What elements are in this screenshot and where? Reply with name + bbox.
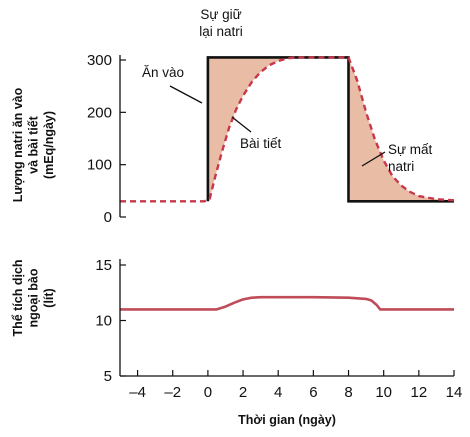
annotation-loss-line: Sự mất [388,142,433,157]
y-tick-label: 10 [95,313,112,330]
x-tick-label: 6 [309,384,317,401]
x-tick-label: 4 [274,384,282,401]
y-axis-title-line: (lít) [42,288,56,307]
chart-top-sodium: 0 100 200 300 Lượng natri ăn vào và bài tiết… [11,7,455,226]
sodium-loss-area [348,57,454,202]
annotation-retention-line: lại natri [199,24,243,39]
x-tick-label: 14 [446,384,463,401]
annotation-excretion: Bài tiết [240,136,282,151]
annotation-loss-line: natri [388,159,414,174]
annotation-retention-line: Sự giữ [200,7,241,22]
axes-group: 5 10 15 –4 –2 0 2 4 6 8 10 12 14 [95,257,462,401]
annotation-intake: Ăn vào [142,65,184,80]
x-tick-label: –4 [129,384,146,401]
y-tick-label: 0 [104,209,112,226]
y-axis-title-line: Lượng natri ăn vào [11,87,25,202]
shaded-area-group [207,57,454,202]
y-tick-label: 5 [104,368,112,385]
series-group [120,295,454,311]
y-axis-title-text: Thể tích dịch ngoại bào (lít) [11,259,56,336]
x-tick-label: 8 [344,384,352,401]
y-axis-title-line: Thể tích dịch [11,259,25,336]
annotation-intake-line: Ăn vào [142,65,184,80]
ecv-line [120,295,454,311]
y-axis-title-text: Lượng natri ăn vào và bài tiết (mEq/ngày) [11,87,56,202]
y-axis-title: Lượng natri ăn vào và bài tiết (mEq/ngày) [11,87,56,202]
annotation-intake-pointer [169,85,203,104]
y-axis-title-line: ngoại bào [27,268,41,327]
axes-group: 0 100 200 300 [87,52,126,226]
y-tick-label: 15 [95,257,112,274]
annotation-loss-pointer [361,151,386,167]
y-axis-title: Thể tích dịch ngoại bào (lít) [11,259,56,336]
annotation-excretion-pointer [231,116,252,133]
annotation-excretion-line: Bài tiết [240,136,282,151]
x-axis-title: Thời gian (ngày) [238,413,336,427]
excretion-line [120,56,455,203]
x-tick-label: 12 [410,384,427,401]
series-group [120,56,455,203]
y-axis-title-line: và bài tiết [27,115,41,173]
annotations-group: Sự giữ lại natri Ăn vào Bài tiết Sự mất natri [142,7,433,174]
annotation-loss: Sự mất natri [388,142,433,174]
chart-bottom-ecv: 5 10 15 –4 –2 0 2 4 6 8 10 12 14 Thể tích dịch ngoại … [11,257,462,427]
x-tick-label: 2 [239,384,247,401]
y-tick-label: 300 [87,52,112,69]
x-tick-label: –2 [164,384,181,401]
annotation-retention: Sự giữ lại natri [199,7,243,39]
y-tick-label: 200 [87,104,112,121]
sodium-retention-area [207,57,296,200]
y-tick-label: 100 [87,157,112,174]
y-axis-title-line: (mEq/ngày) [42,111,56,179]
x-tick-label: 10 [375,384,392,401]
x-tick-label: 0 [204,384,212,401]
